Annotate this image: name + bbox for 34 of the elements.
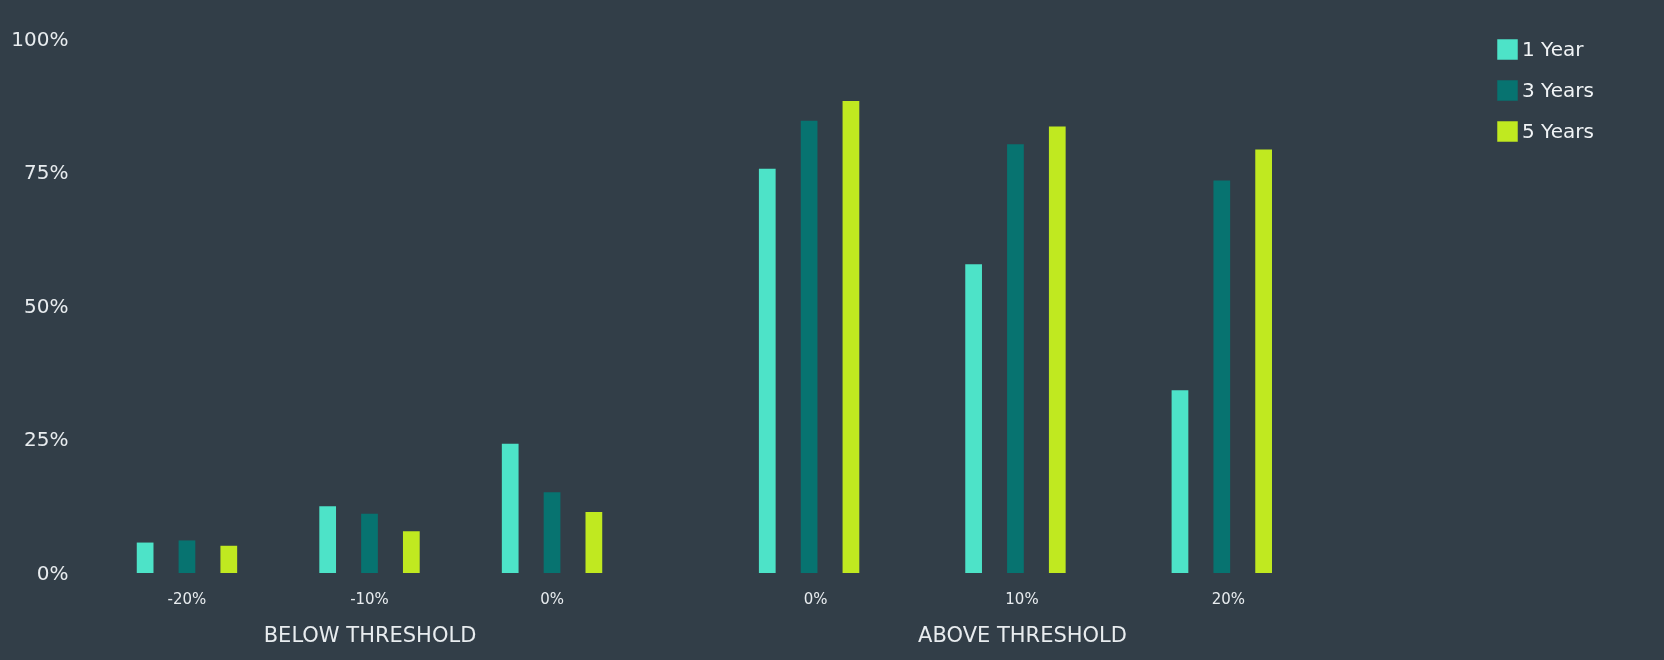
bar bbox=[1213, 180, 1231, 573]
x-tick-label: 0% bbox=[540, 589, 564, 608]
legend-label: 1 Year bbox=[1522, 36, 1585, 61]
x-tick-label: 20% bbox=[1211, 589, 1246, 608]
bar bbox=[842, 100, 860, 573]
x-tick-label: -10% bbox=[350, 589, 389, 608]
bar bbox=[1048, 126, 1066, 573]
bar bbox=[1171, 390, 1189, 573]
y-tick-label: 75% bbox=[24, 160, 69, 184]
bar bbox=[402, 531, 420, 573]
x-tick-label: -20% bbox=[167, 589, 207, 608]
bar bbox=[220, 545, 238, 573]
bar bbox=[543, 492, 561, 573]
bar bbox=[501, 443, 519, 573]
y-tick-label: 100% bbox=[11, 26, 69, 51]
bar bbox=[361, 513, 378, 573]
x-axis-title: ABOVE THRESHOLD bbox=[918, 622, 1127, 647]
y-tick-label: 25% bbox=[24, 427, 69, 451]
bar bbox=[1255, 149, 1272, 573]
y-tick-label: 50% bbox=[24, 293, 69, 318]
legend-label: 3 Years bbox=[1522, 77, 1594, 102]
legend-label: 5 Years bbox=[1522, 118, 1594, 143]
x-axis-title: BELOW THRESHOLD bbox=[263, 622, 477, 647]
bar bbox=[136, 542, 154, 573]
x-tick-label: 10% bbox=[1005, 589, 1039, 608]
bar bbox=[319, 506, 337, 573]
bar bbox=[585, 512, 603, 573]
bar bbox=[965, 264, 982, 573]
y-tick-label: 0% bbox=[36, 560, 69, 585]
bar bbox=[758, 168, 776, 573]
bar bbox=[1007, 144, 1024, 573]
x-tick-label: 0% bbox=[803, 589, 828, 608]
bar bbox=[800, 120, 818, 573]
bar bbox=[178, 540, 196, 573]
